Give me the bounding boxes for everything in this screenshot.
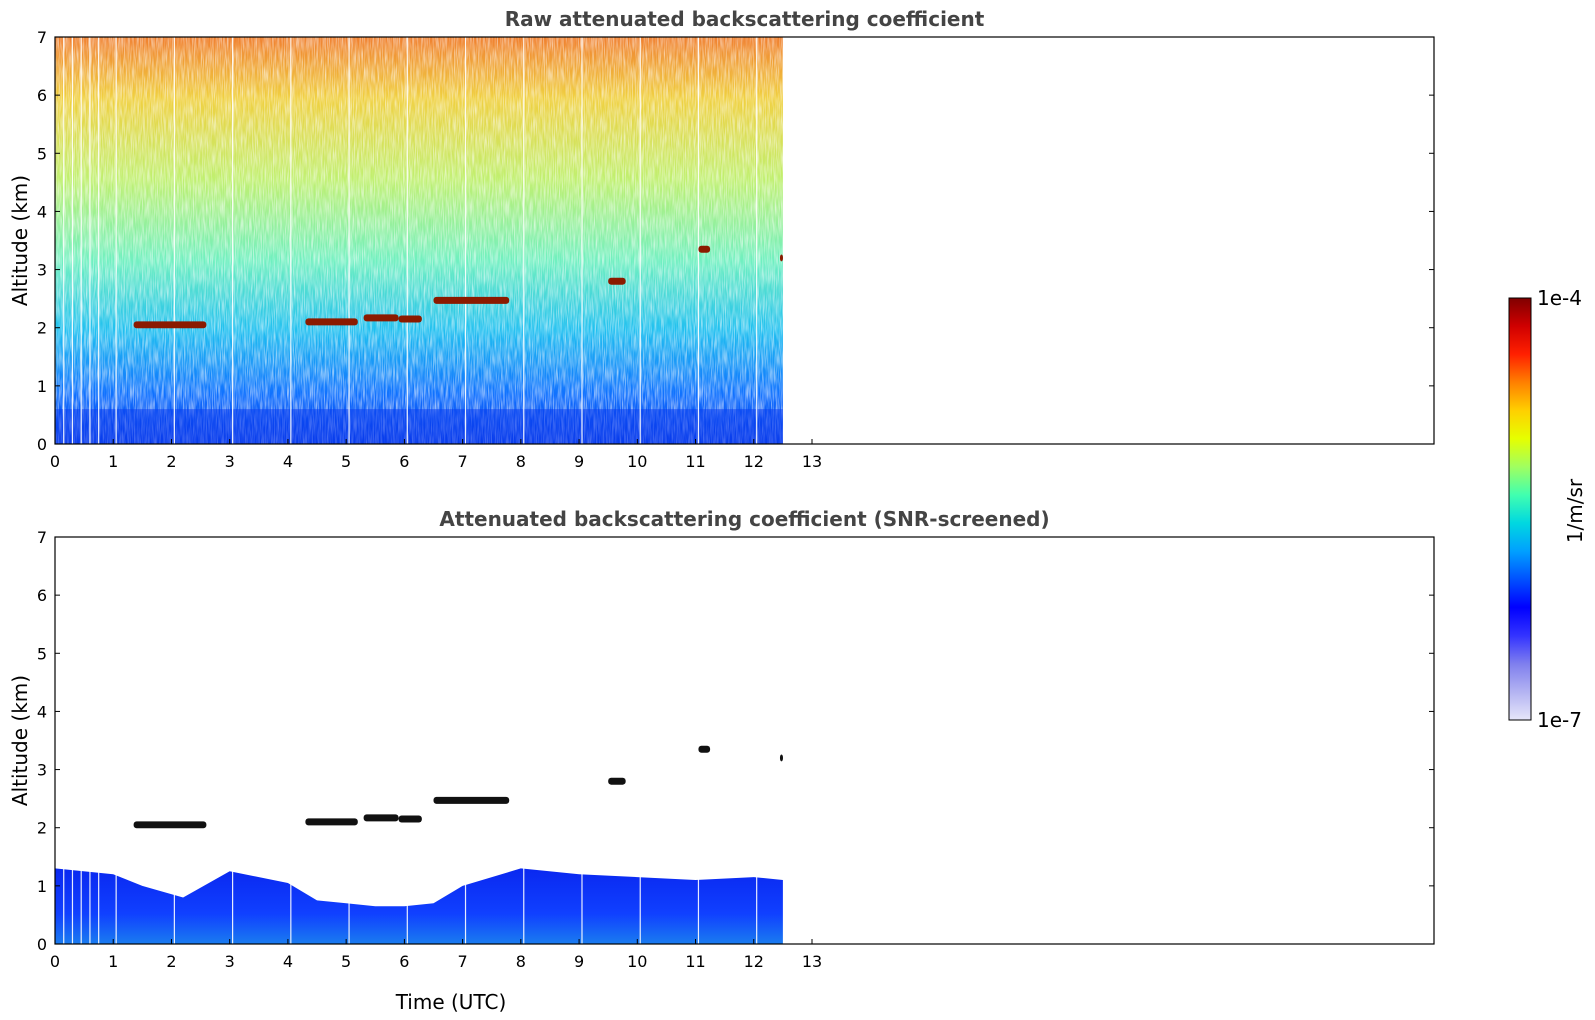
cloud-layer	[398, 315, 422, 323]
y-tick-label: 2	[37, 319, 47, 338]
cloud-layer	[133, 321, 207, 329]
x-tick-label: 5	[341, 452, 351, 471]
y-tick-label: 3	[37, 261, 47, 280]
x-tick-label: 9	[574, 952, 584, 971]
panel2-x-label: Time (UTC)	[395, 990, 507, 1014]
panel1-y-ticks: 0 1 2 3 4 5 6 7	[37, 28, 1434, 454]
x-tick-label: 3	[225, 952, 235, 971]
panel1-x-ticks: 0 1 2 3 4 5 6 7 8 9 10 11 12 13	[50, 439, 822, 471]
y-tick-label: 1	[37, 377, 47, 396]
x-tick-label: 13	[802, 952, 822, 971]
y-tick-label: 4	[37, 702, 47, 721]
colorbar-unit-label: 1/m/sr	[1563, 478, 1587, 543]
x-tick-label: 1	[108, 952, 118, 971]
y-tick-label: 4	[37, 202, 47, 221]
x-tick-label: 4	[283, 452, 293, 471]
colorbar: 1e-4 1e-7 1/m/sr	[1508, 286, 1587, 732]
colorbar-gradient	[1508, 297, 1532, 721]
colorbar-max-label: 1e-4	[1537, 286, 1582, 310]
x-tick-label: 1	[108, 452, 118, 471]
raw-noise-overlay	[55, 37, 783, 444]
x-tick-label: 12	[744, 452, 764, 471]
x-tick-label: 9	[574, 452, 584, 471]
x-tick-label: 7	[458, 452, 468, 471]
panel1-frame	[54, 36, 1435, 445]
x-tick-label: 13	[802, 452, 822, 471]
x-tick-label: 0	[50, 952, 60, 971]
y-tick-label: 5	[37, 144, 47, 163]
cloud-layer	[433, 296, 510, 304]
y-tick-label: 3	[37, 761, 47, 780]
panel2-title: Attenuated backscattering coefficient (S…	[439, 507, 1049, 531]
y-tick-label: 1	[37, 877, 47, 896]
x-tick-label: 8	[516, 952, 526, 971]
panel2-y-ticks: 0 1 2 3 4 5 6 7	[37, 528, 1434, 954]
panel1-y-label: Altitude (km)	[8, 175, 32, 306]
x-tick-label: 2	[166, 452, 176, 471]
panel-raw: Raw attenuated backscattering coefficien…	[8, 7, 1435, 471]
cloud-layer	[305, 318, 358, 326]
y-tick-label: 7	[37, 28, 47, 47]
x-tick-label: 6	[399, 452, 409, 471]
x-tick-label: 10	[627, 452, 647, 471]
panel2-y-label: Altitude (km)	[8, 675, 32, 806]
colorbar-min-label: 1e-7	[1537, 708, 1582, 732]
x-tick-label: 2	[166, 952, 176, 971]
boundary-layer-signal	[55, 868, 783, 944]
x-tick-label: 10	[627, 952, 647, 971]
x-tick-label: 3	[225, 452, 235, 471]
cloud-layer	[779, 254, 783, 262]
y-tick-label: 7	[37, 528, 47, 547]
x-tick-label: 4	[283, 952, 293, 971]
panel2-frame	[54, 536, 1435, 945]
cloud-layer	[608, 777, 626, 785]
cloud-layer	[133, 821, 207, 829]
cloud-layer	[698, 245, 711, 253]
panel1-heatmap	[55, 37, 783, 444]
panel1-title: Raw attenuated backscattering coefficien…	[505, 7, 985, 31]
x-tick-label: 6	[399, 952, 409, 971]
panel-snr-screened: Attenuated backscattering coefficient (S…	[8, 507, 1435, 1014]
cloud-layer	[779, 754, 783, 762]
panel2-x-ticks: 0 1 2 3 4 5 6 7 8 9 10 11 12 13	[50, 939, 822, 971]
y-tick-label: 6	[37, 586, 47, 605]
cloud-layer	[305, 818, 358, 826]
y-tick-label: 6	[37, 86, 47, 105]
y-tick-label: 2	[37, 819, 47, 838]
cloud-layer	[433, 796, 510, 804]
cloud-layer	[363, 814, 399, 822]
y-tick-label: 5	[37, 644, 47, 663]
x-tick-label: 11	[685, 952, 705, 971]
y-tick-label: 0	[37, 435, 47, 454]
x-tick-label: 5	[341, 952, 351, 971]
x-tick-label: 11	[685, 452, 705, 471]
cloud-layer	[398, 815, 422, 823]
raw-surface-band	[55, 409, 783, 444]
panel2-heatmap	[55, 537, 783, 944]
cloud-layer	[698, 745, 711, 753]
x-tick-label: 12	[744, 952, 764, 971]
x-tick-label: 8	[516, 452, 526, 471]
cloud-layer	[608, 277, 626, 285]
y-tick-label: 0	[37, 935, 47, 954]
x-tick-label: 7	[458, 952, 468, 971]
x-tick-label: 0	[50, 452, 60, 471]
cloud-layer	[363, 314, 399, 322]
